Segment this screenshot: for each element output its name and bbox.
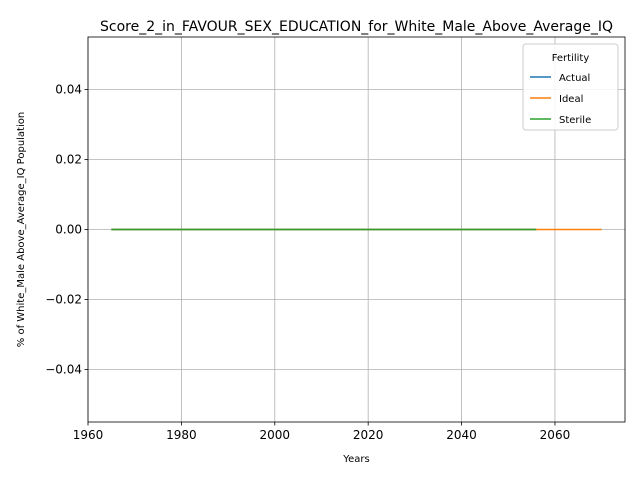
y-axis-label: % of White_Male Above_Average_IQ Populat… xyxy=(16,112,27,347)
legend: Fertility Actual Ideal Sterile xyxy=(522,43,619,131)
legend-entry-ideal: Ideal xyxy=(559,94,583,105)
y-tick-label: 0.04 xyxy=(55,83,82,97)
y-tick-label: 0.02 xyxy=(55,153,82,167)
legend-items: Actual Ideal Sterile xyxy=(530,73,591,126)
y-tick-label: −0.04 xyxy=(45,363,82,377)
y-axis-ticks: −0.04 −0.02 0.00 0.02 0.04 xyxy=(45,83,88,377)
legend-entry-sterile: Sterile xyxy=(559,115,591,126)
y-tick-label: −0.02 xyxy=(45,293,82,307)
chart-title: Score_2_in_FAVOUR_SEX_EDUCATION_for_Whit… xyxy=(100,19,613,35)
legend-title: Fertility xyxy=(552,53,590,64)
x-tick-label: 1960 xyxy=(73,428,104,442)
y-tick-label: 0.00 xyxy=(55,223,82,237)
x-tick-label: 2020 xyxy=(353,428,384,442)
x-tick-label: 2040 xyxy=(446,428,477,442)
legend-box xyxy=(522,43,619,131)
x-axis-label: Years xyxy=(342,454,369,465)
x-tick-label: 1980 xyxy=(166,428,197,442)
x-tick-label: 2060 xyxy=(540,428,571,442)
x-axis-ticks: 1960 1980 2000 2020 2040 2060 xyxy=(73,422,571,442)
legend-entry-actual: Actual xyxy=(559,73,590,84)
x-tick-label: 2000 xyxy=(260,428,291,442)
